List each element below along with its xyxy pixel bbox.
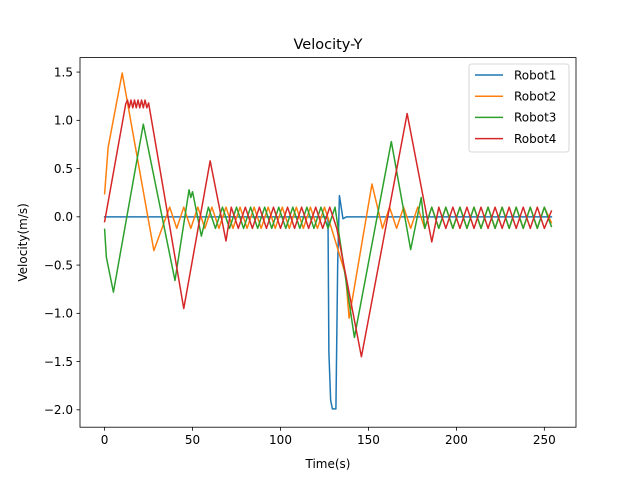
y-tick-label: −1.5 bbox=[44, 355, 73, 369]
legend: Robot1 Robot2 Robot3 Robot4 bbox=[468, 63, 570, 153]
series-line-robot1 bbox=[103, 194, 553, 410]
x-tick-label: 200 bbox=[445, 433, 468, 447]
legend-label: Robot4 bbox=[514, 132, 556, 146]
x-axis: 0 50 100 150 200 250 bbox=[101, 427, 556, 447]
x-axis-label: Time(s) bbox=[305, 457, 351, 471]
y-tick-label: 0.0 bbox=[54, 210, 73, 224]
x-tick-label: 250 bbox=[533, 433, 556, 447]
y-tick-label: −0.5 bbox=[44, 258, 73, 272]
legend-box bbox=[468, 63, 570, 153]
y-axis: −2.0 −1.5 −1.0 −0.5 0.0 0.5 1.0 1.5 bbox=[44, 65, 80, 417]
y-tick-label: 1.5 bbox=[54, 65, 73, 79]
legend-label: Robot3 bbox=[514, 111, 556, 125]
y-axis-label: Velocity(m/s) bbox=[16, 203, 30, 281]
x-tick-label: 50 bbox=[185, 433, 200, 447]
x-tick-label: 100 bbox=[269, 433, 292, 447]
y-tick-label: −1.0 bbox=[44, 307, 73, 321]
legend-label: Robot2 bbox=[514, 90, 556, 104]
x-tick-label: 150 bbox=[357, 433, 380, 447]
y-tick-label: 1.0 bbox=[54, 114, 73, 128]
y-tick-label: 0.5 bbox=[54, 162, 73, 176]
x-tick-label: 0 bbox=[101, 433, 109, 447]
y-tick-label: −2.0 bbox=[44, 403, 73, 417]
series-line-robot3 bbox=[103, 123, 553, 339]
plot-frame bbox=[79, 57, 577, 428]
chart-title: Velocity-Y bbox=[294, 37, 363, 53]
series-line-robot4 bbox=[103, 99, 553, 358]
legend-label: Robot1 bbox=[514, 68, 556, 82]
series-layer bbox=[103, 72, 553, 410]
